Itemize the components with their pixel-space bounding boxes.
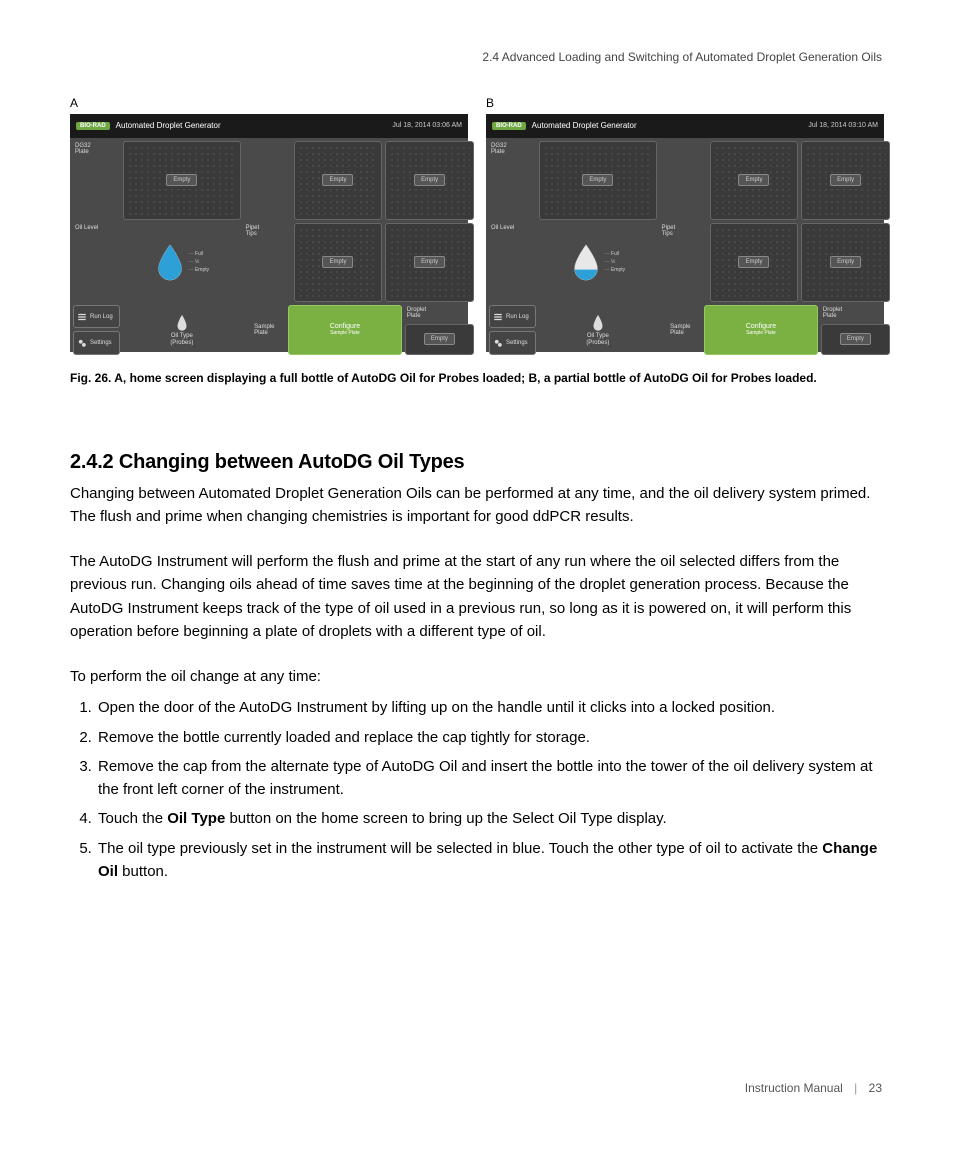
screen-b: BIO-RAD Automated Droplet Generator Jul … [486,114,884,352]
oil-drop-icon [155,243,185,281]
oil-level-label: Oil Level [73,223,120,302]
oil-drop-icon [571,243,601,281]
screen-b-timestamp: Jul 18, 2014 03:10 AM [808,122,878,129]
list-icon [77,312,87,322]
runlog-button[interactable]: Run Log [73,305,120,328]
step-4: Touch the Oil Type button on the home sc… [96,807,884,830]
oil-fill-b [571,270,600,281]
empty-tag: Empty [166,174,197,186]
step-5: The oil type previously set in the instr… [96,837,884,884]
dg32-plate-left[interactable]: Empty [539,141,657,220]
pipet-plate-left[interactable]: Empty [294,223,383,302]
screen-a-timestamp: Jul 18, 2014 03:06 AM [392,122,462,129]
list-icon [493,312,503,322]
drop-icon [175,314,189,332]
oil-level-area[interactable]: Full ½ Empty [123,223,241,302]
screen-b-title: Automated Droplet Generator [532,121,803,130]
body-para-1: Changing between Automated Droplet Gener… [70,482,884,529]
step-3: Remove the cap from the alternate type o… [96,755,884,802]
biorad-logo: BIO-RAD [76,122,110,130]
configure-button[interactable]: Configure Sample Plate [288,305,402,355]
biorad-logo: BIO-RAD [492,122,526,130]
sample-plate-label: Sample Plate [244,305,285,355]
page-footer: Instruction Manual | 23 [745,1081,882,1095]
footer-label: Instruction Manual [745,1081,843,1095]
dg32-label: DG32 Plate [73,141,120,220]
section-heading: 2.4.2 Changing between AutoDG Oil Types [70,451,884,474]
configure-button[interactable]: Configure Sample Plate [704,305,818,355]
pipet-plate-right[interactable]: Empty [385,223,474,302]
screen-a: BIO-RAD Automated Droplet Generator Jul … [70,114,468,352]
panel-a-label: A [70,96,468,110]
drop-icon [591,314,605,332]
droplet-plate-label: Droplet Plate [405,305,474,322]
screen-a-topbar: BIO-RAD Automated Droplet Generator Jul … [70,114,468,138]
dg32-plate-left[interactable]: Empty [123,141,241,220]
settings-button[interactable]: Settings [73,331,120,354]
oil-level-ticks: Full ½ Empty [189,250,210,274]
figure-panels: A BIO-RAD Automated Droplet Generator Ju… [70,96,884,352]
oil-type-button[interactable]: Oil Type (Probes) [123,305,241,355]
panel-a: A BIO-RAD Automated Droplet Generator Ju… [70,96,468,352]
gear-icon [77,338,87,348]
oil-type-button[interactable]: Oil Type (Probes) [539,305,657,355]
dg32-plate-mid[interactable]: Empty [294,141,383,220]
figure-caption: Fig. 26. A, home screen displaying a ful… [70,370,884,387]
screen-b-topbar: BIO-RAD Automated Droplet Generator Jul … [486,114,884,138]
step-1: Open the door of the AutoDG Instrument b… [96,696,884,719]
oil-fill-a [155,245,184,281]
screen-a-title: Automated Droplet Generator [116,121,387,130]
page-header-right: 2.4 Advanced Loading and Switching of Au… [482,50,882,64]
runlog-button[interactable]: Run Log [489,305,536,328]
steps-list: Open the door of the AutoDG Instrument b… [70,696,884,883]
pipet-tips-label: Pipet Tips [244,223,291,302]
gear-icon [493,338,503,348]
step-2: Remove the bottle currently loaded and r… [96,726,884,749]
footer-page: 23 [869,1081,882,1095]
oil-level-area[interactable]: Full ½ Empty [539,223,657,302]
settings-button[interactable]: Settings [489,331,536,354]
panel-b-label: B [486,96,884,110]
dg32-plate-right[interactable]: Empty [385,141,474,220]
droplet-plate[interactable]: Empty [405,324,474,355]
steps-lead: To perform the oil change at any time: [70,665,884,688]
body-para-2: The AutoDG Instrument will perform the f… [70,550,884,643]
panel-b: B BIO-RAD Automated Droplet Generator Ju… [486,96,884,352]
